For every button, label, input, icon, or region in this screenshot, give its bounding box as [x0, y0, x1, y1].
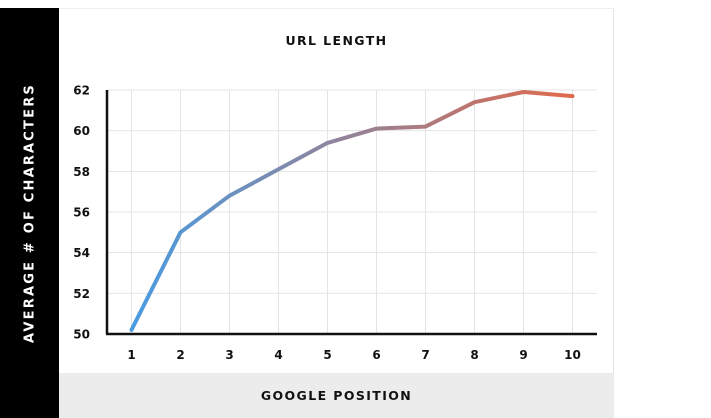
x-tick-label: 2 — [176, 348, 184, 362]
data-point — [424, 125, 428, 129]
y-tick-label: 62 — [73, 84, 90, 98]
y-tick-label: 50 — [73, 328, 90, 342]
series-line — [129, 90, 575, 332]
chart-title: URL LENGTH — [285, 33, 388, 48]
x-tick-label: 8 — [470, 348, 478, 362]
x-tick-label: 4 — [274, 348, 282, 362]
x-tick-label: 5 — [323, 348, 331, 362]
data-point — [130, 328, 134, 332]
data-point — [375, 127, 379, 131]
y-tick-label: 52 — [73, 287, 90, 301]
x-tick-label: 10 — [564, 348, 581, 362]
y-tick-label: 58 — [73, 165, 90, 179]
data-point — [473, 100, 477, 104]
series-url-length — [129, 90, 575, 332]
chart-card — [0, 8, 614, 418]
axes — [105, 90, 597, 336]
data-point — [277, 167, 281, 171]
y-axis-label-band — [0, 8, 59, 418]
x-axis-label-band: GOOGLE POSITION — [59, 373, 614, 418]
y-tick-label: 54 — [73, 246, 90, 260]
y-tick-label: 60 — [73, 124, 90, 138]
x-tick-label: 3 — [225, 348, 233, 362]
x-axis-label: GOOGLE POSITION — [260, 388, 413, 403]
x-tick-label: 7 — [421, 348, 429, 362]
x-tick-label: 6 — [372, 348, 380, 362]
data-point — [228, 194, 232, 198]
data-point — [522, 90, 526, 94]
x-tick-label: 1 — [127, 348, 135, 362]
data-point — [179, 230, 183, 234]
x-tick-label: 9 — [519, 348, 527, 362]
data-point — [571, 94, 575, 98]
y-tick-label: 56 — [73, 206, 90, 220]
data-point — [326, 141, 330, 145]
grid-lines — [107, 89, 597, 335]
